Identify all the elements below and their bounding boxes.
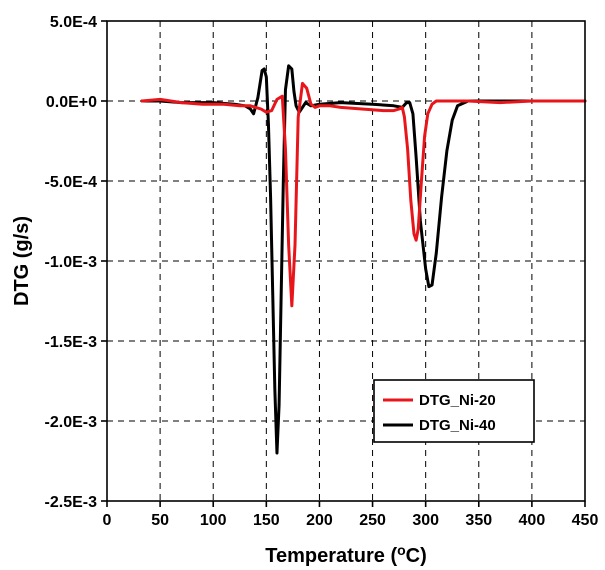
axis-tick-labels: 0 50 100 150 200 250 300 350 400 450 5.0E-4 0.0E+0 -… bbox=[45, 14, 599, 529]
y-tick-label: 5.0E-4 bbox=[50, 14, 97, 31]
y-tick-label: -5.0E-4 bbox=[45, 174, 98, 191]
series-line-ni-20 bbox=[140, 81, 587, 308]
y-tick-label: 0.0E+0 bbox=[46, 94, 97, 111]
series-lines bbox=[140, 64, 587, 455]
x-tick-label: 200 bbox=[306, 512, 333, 529]
x-tick-label: 150 bbox=[253, 512, 280, 529]
y-tick-label: -2.0E-3 bbox=[45, 414, 98, 431]
y-axis-title: DTG (g/s) bbox=[11, 216, 33, 306]
x-tick-label: 450 bbox=[572, 512, 599, 529]
y-tick-label: -2.5E-3 bbox=[45, 494, 98, 511]
x-tick-label: 350 bbox=[465, 512, 492, 529]
legend-box bbox=[373, 379, 535, 443]
x-tick-label: 250 bbox=[359, 512, 386, 529]
legend-label-ni-40: DTG_Ni-40 bbox=[419, 417, 496, 434]
x-tick-label: 0 bbox=[103, 512, 112, 529]
legend-label-ni-20: DTG_Ni-20 bbox=[419, 392, 496, 409]
legend: DTG_Ni-20 DTG_Ni-40 bbox=[373, 379, 535, 443]
x-tick-label: 100 bbox=[200, 512, 227, 529]
x-tick-label: 400 bbox=[519, 512, 546, 529]
x-tick-label: 50 bbox=[151, 512, 169, 529]
y-tick-label: -1.5E-3 bbox=[45, 334, 98, 351]
x-tick-label: 300 bbox=[412, 512, 439, 529]
axis-ticks bbox=[101, 20, 586, 507]
x-axis-title: Temperature (oC) bbox=[265, 542, 427, 567]
y-tick-label: -1.0E-3 bbox=[45, 254, 98, 271]
